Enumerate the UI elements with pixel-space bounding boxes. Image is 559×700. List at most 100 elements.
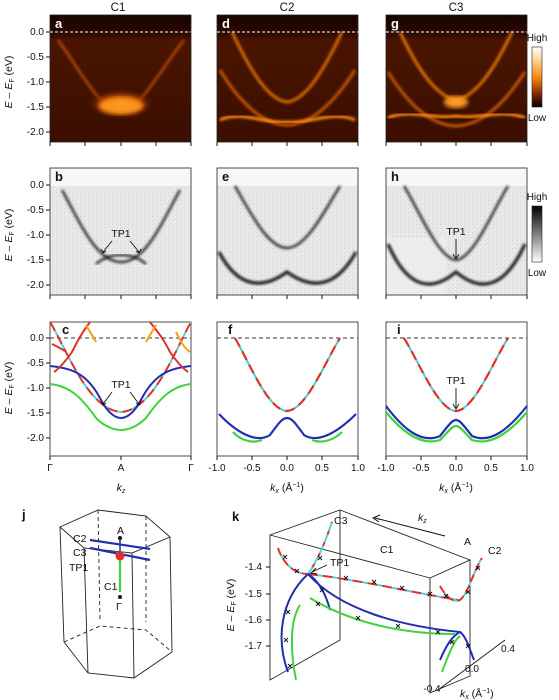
y-tick: -1.0 [27,77,45,88]
label-c3-j: C3 [73,547,87,559]
tp1-label-i: TP1 [446,375,465,387]
y-tick: 0.0 [30,180,44,191]
k-x-tick: -0.4 [423,684,441,695]
tp1-label-h: TP1 [446,226,465,238]
column-title-c2: C2 [280,2,295,14]
k-kz-label: kz [418,512,427,525]
tp1-label-b: TP1 [111,228,130,240]
x-tick: 1.0 [351,463,365,474]
panel-k: k -1.4 -1.5 -1.6 -1.7 E – EF (eV) kz [225,509,515,700]
panel-j: j C2 C3 TP1 A C1 Γ [21,507,173,679]
colorbar-high-label: High [527,192,548,203]
y-tick: 0.0 [30,27,44,38]
y-axis-row2: 0.0 -0.5 -1.0 -1.5 -2.0 E – EF (eV) [3,180,50,291]
y-axis-label-row2: E – EF (eV) [3,209,16,262]
x-tick: 0.5 [484,463,498,474]
x-tick: -0.5 [412,463,430,474]
k-x-tick: 0.0 [465,664,479,675]
label-c2-j: C2 [73,533,87,545]
k-z-tick: -1.6 [245,615,263,626]
panel-i: i TP1 [385,321,528,457]
k-energy-axis-label: E – EF (eV) [225,579,238,632]
x-axis-i: -1.0 -0.5 0.0 0.5 1.0 kx (Å−1) [377,456,534,495]
x-tick: Γ [188,463,194,474]
panel-label-k: k [232,509,240,524]
k-label-c3: C3 [334,515,348,527]
panel-label-d: d [222,16,230,31]
panel-label-j: j [21,507,26,522]
panel-label-f: f [228,322,233,337]
panel-label-i: i [397,322,401,337]
column-title-c3: C3 [449,2,464,14]
label-a-j: A [117,525,124,537]
y-tick: -0.5 [27,358,45,369]
x-axis-label-f: kx (Å−1) [270,481,304,495]
x-ticks-row2 [49,295,528,299]
x-axis-f: -1.0 -0.5 0.0 0.5 1.0 kx (Å−1) [208,456,365,495]
y-axis-row3: 0.0 -0.5 -1.0 -1.5 -2.0 E – EF (eV) [3,333,50,444]
column-title-c1: C1 [111,2,126,14]
x-tick: 0.0 [449,463,463,474]
panel-label-b: b [55,169,63,184]
x-tick: A [118,463,125,474]
colorbar-hot: High Low [527,33,548,124]
x-tick: 0.5 [315,463,329,474]
y-tick: -0.5 [27,205,45,216]
panel-label-h: h [391,169,399,184]
y-axis-row1: 0.0 -0.5 -1.0 -1.5 -2.0 E – EF (eV) [3,27,50,138]
k-label-a: A [464,536,471,548]
y-axis-label-row1: E – EF (eV) [3,56,16,109]
x-tick: -0.5 [243,463,261,474]
k-z-tick: -1.4 [245,562,263,573]
k-x-tick: 0.4 [501,644,515,655]
k-z-tick: -1.7 [245,641,263,652]
x-axis-label-i: kx (Å−1) [439,481,473,495]
panel-a: a [49,14,192,143]
colorbar-gray: High Low [527,192,548,279]
y-tick: -2.0 [27,433,45,444]
y-tick: 0.0 [30,333,44,344]
panel-label-c: c [62,322,69,337]
k-z-tick: -1.5 [245,589,263,600]
label-tp1-j: TP1 [69,562,88,574]
panel-e: e [216,167,359,296]
y-tick: -1.5 [27,255,45,266]
colorbar-low-label: Low [528,268,547,279]
k-label-c1: C1 [380,544,394,556]
k-kx-axis: -0.4 0.0 0.4 kx (Å−1) [423,639,515,700]
panel-label-a: a [55,16,63,31]
panel-f: f [216,321,359,457]
panel-label-g: g [391,16,399,31]
colorbar-high-label: High [527,33,548,44]
panel-b: b TP1 [49,167,192,296]
x-tick: Γ [47,463,53,474]
k-label-tp1: TP1 [330,557,349,569]
x-axis-c: Γ A Γ kz [47,456,194,495]
panel-g: g [385,14,528,143]
x-tick: 1.0 [520,463,534,474]
x-tick: -1.0 [208,463,226,474]
y-tick: -1.0 [27,230,45,241]
k-z-axis [266,566,270,647]
y-tick: -0.5 [27,52,45,63]
y-tick: -1.5 [27,102,45,113]
k-kx-axis-label: kx (Å−1) [460,687,494,700]
x-axis-label-c: kz [117,482,126,495]
panel-d: d [216,14,359,143]
y-tick: -2.0 [27,127,45,138]
panel-h: h TP1 [385,167,528,296]
x-ticks-row1 [49,142,528,146]
x-tick: 0.0 [280,463,294,474]
k-label-c2: C2 [488,545,502,557]
label-c1-j: C1 [104,581,118,593]
y-axis-label-row3: E – EF (eV) [3,362,16,415]
panel-label-e: e [222,169,229,184]
y-tick: -1.5 [27,408,45,419]
x-tick: -1.0 [377,463,395,474]
y-tick: -2.0 [27,280,45,291]
k-marker-crosses [282,554,481,669]
y-tick: -1.0 [27,383,45,394]
colorbar-low-label: Low [528,113,547,124]
label-gamma-j: Γ [116,601,122,613]
